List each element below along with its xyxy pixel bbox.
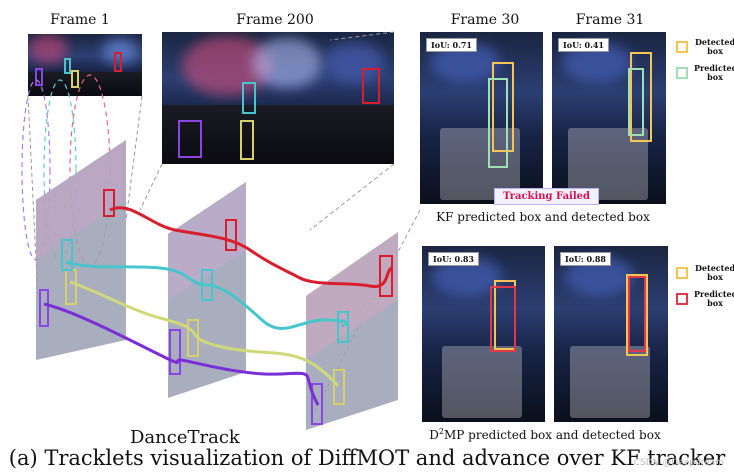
d2mp-caption-suffix: MP predicted box and detected box: [443, 428, 661, 442]
connector-line: [139, 163, 163, 211]
d2mp30-predicted-box: [490, 286, 516, 352]
legend-label-predicted-kf: Predicted box: [694, 63, 734, 82]
frame200-image: [162, 32, 394, 164]
kf-frame30-image: IoU: 0.71: [420, 32, 543, 204]
d2mp31-predicted-box: [628, 276, 646, 352]
d2mp-frame31-image: IoU: 0.88: [554, 246, 668, 422]
legend-swatch-detected: [676, 41, 688, 53]
frame1-box-yellow: [71, 70, 79, 88]
plane1-box-purple: [39, 289, 49, 327]
kf30-detected-box: [492, 62, 514, 152]
tracklet-red: [109, 206, 393, 288]
legend-d2mp-predicted: Predicted box: [676, 290, 734, 308]
legend-kf-detected: Detected box: [676, 38, 734, 56]
legend-swatch-predicted-kf: [676, 67, 688, 79]
d2mp-caption-sup: 2: [438, 427, 444, 436]
plane3-box-yellow: [333, 369, 345, 405]
legend-kf-predicted: Predicted box: [676, 64, 734, 82]
tracklet-cyan: [65, 260, 349, 330]
frame30-label: Frame 30: [450, 12, 520, 28]
frame1-box-purple: [35, 68, 43, 86]
kf31-predicted-box: [628, 68, 644, 136]
connector-line: [329, 31, 395, 41]
plane3-box-red: [379, 255, 393, 297]
frame1-label: Frame 1: [50, 12, 110, 28]
legend-label-detected: Detected box: [694, 37, 734, 56]
plane1-box-cyan: [61, 239, 73, 271]
plane3-box-purple: [311, 383, 323, 425]
tracking-failed-badge: Tracking Failed: [494, 188, 600, 205]
kf-frame31-image: IoU: 0.41: [552, 32, 666, 204]
frame200-box-purple: [178, 120, 202, 158]
connector-line: [125, 95, 143, 221]
tracklet-yellow: [69, 280, 340, 387]
d2mp-iou-30: IoU: 0.83: [428, 252, 479, 266]
d2mp31-detected-box: [626, 274, 648, 356]
frame31-label: Frame 31: [575, 12, 645, 28]
figure-caption: (a) Tracklets visualization of DiffMOT a…: [8, 446, 726, 470]
legend-label-predicted-d2mp: Predicted box: [694, 289, 734, 308]
plane1-box-red: [103, 189, 115, 217]
legend-label-detected-2: Detected box: [694, 263, 734, 282]
legend-d2mp-detected: Detected box: [676, 264, 734, 282]
legend-swatch-predicted-d2mp: [676, 293, 688, 305]
d2mp-caption: D2MP predicted box and detected box: [420, 427, 670, 442]
frame200-box-yellow: [240, 120, 254, 160]
frame200-label: Frame 200: [236, 12, 314, 28]
frame1-image: [28, 34, 142, 96]
plane3-box-cyan: [337, 311, 349, 343]
d2mp-frame30-image: IoU: 0.83: [422, 246, 545, 422]
frame200-box-red: [362, 68, 380, 104]
plane2-box-purple: [169, 329, 181, 375]
frame1-box-red: [114, 52, 122, 72]
plane2-box-red: [225, 219, 237, 251]
connector-line: [309, 163, 395, 231]
kf-iou-30: IoU: 0.71: [426, 38, 477, 52]
frame1-box-cyan: [64, 58, 71, 74]
dataset-label: DanceTrack: [130, 427, 240, 448]
tracklet-purple: [43, 302, 320, 406]
d2mp-iou-31: IoU: 0.88: [560, 252, 611, 266]
watermark: CSDN @Deepdream: [633, 458, 724, 468]
legend-swatch-detected-2: [676, 267, 688, 279]
d2mp-caption-prefix: D: [429, 428, 439, 442]
kf30-predicted-box: [488, 78, 508, 168]
kf-iou-31: IoU: 0.41: [558, 38, 609, 52]
frame200-box-cyan: [242, 82, 256, 114]
kf-caption: KF predicted box and detected box: [436, 210, 650, 224]
kf31-detected-box: [630, 52, 652, 142]
